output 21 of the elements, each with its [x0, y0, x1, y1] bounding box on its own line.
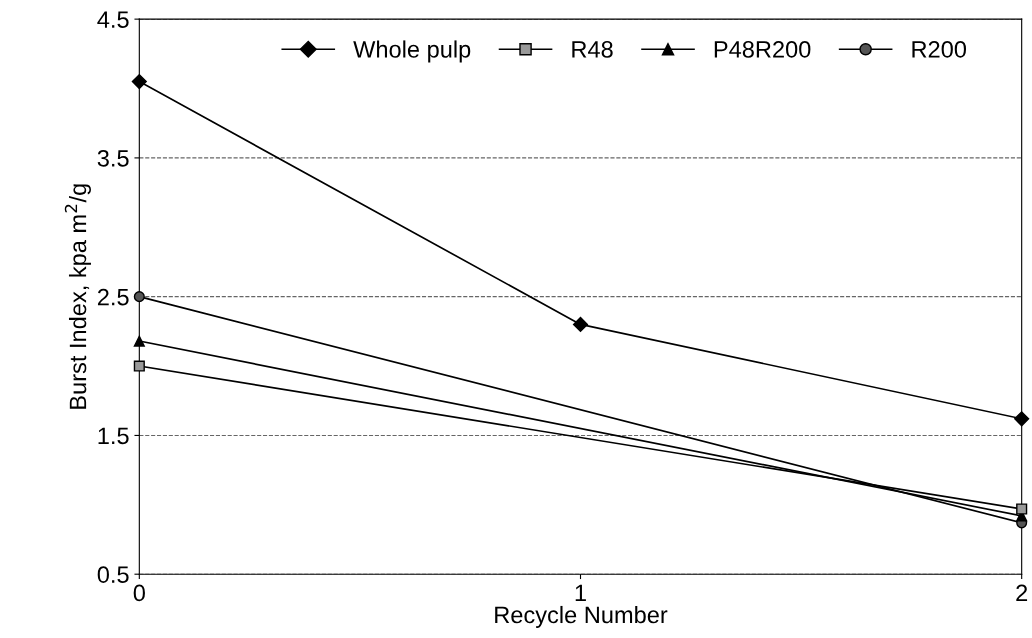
x-tick-label: 1 [575, 584, 586, 602]
point [572, 316, 589, 332]
y-tick-label: 0.5 [97, 566, 129, 583]
x-axis-title: Recycle Number [495, 605, 668, 628]
legend-label: P48R200 [714, 41, 811, 58]
legend-label: R48 [572, 41, 613, 58]
y-tick-label: 4.5 [97, 11, 129, 28]
legend-label: Whole pulp [353, 40, 471, 63]
x-tick-label: 2 [1016, 584, 1028, 602]
y-tick-label: 1.5 [98, 427, 129, 445]
point [1014, 411, 1030, 427]
point [133, 360, 145, 372]
point [131, 74, 147, 90]
point [133, 291, 145, 303]
x-tick-label: 0 [133, 584, 145, 602]
point [1016, 503, 1028, 515]
y-axis-title: Burst Index, kpa m$^{2}$/g [64, 184, 91, 409]
y-tick-label: 2.5 [97, 288, 129, 306]
legend-label: R200 [912, 41, 967, 58]
y-tick-label: 3.5 [97, 149, 129, 167]
point [133, 335, 145, 347]
